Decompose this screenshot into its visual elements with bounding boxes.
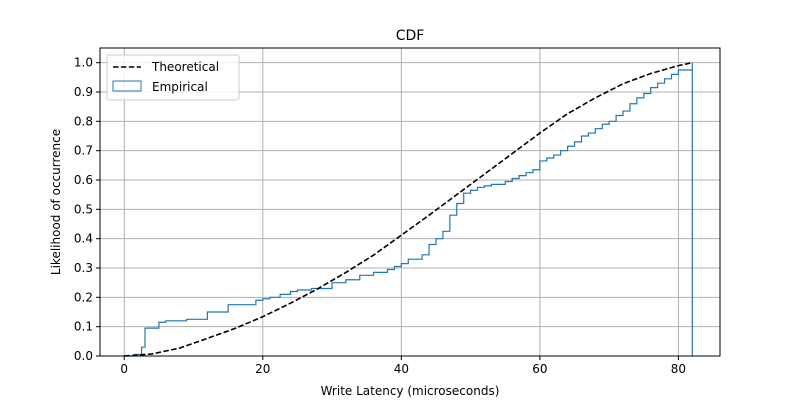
chart-title: CDF	[396, 28, 425, 44]
series-layer	[124, 61, 693, 357]
x-axis-label: Write Latency (microseconds)	[321, 384, 500, 398]
x-tick-label: 0	[120, 362, 128, 376]
x-tick-label: 80	[671, 362, 686, 376]
legend-empirical-label: Empirical	[152, 80, 208, 94]
y-tick-label: 0.7	[74, 144, 93, 158]
y-tick-label: 0.9	[74, 85, 93, 99]
y-tick-label: 0.4	[74, 232, 93, 246]
y-tick-label: 0.5	[74, 202, 93, 216]
legend-empirical-swatch	[112, 80, 142, 92]
legend-theoretical-label: Theoretical	[151, 60, 219, 74]
y-tick-label: 0.2	[74, 290, 93, 304]
y-tick-label: 0.3	[74, 261, 93, 275]
empirical-series-line	[124, 62, 693, 357]
y-axis-label: Likelihood of occurrence	[49, 129, 63, 275]
x-tick-label: 20	[255, 362, 270, 376]
axis-ticks: 0 20 40 60 80 0.0 0.1 0.2 0.3 0.4 0.5 0.6 0.7 0.8 0.9 1…	[74, 56, 686, 376]
x-tick-label: 40	[394, 362, 409, 376]
y-tick-label: 0.1	[74, 320, 93, 334]
y-tick-label: 0.8	[74, 114, 93, 128]
y-tick-label: 0.6	[74, 173, 93, 187]
y-tick-label: 1.0	[74, 56, 93, 70]
legend: Theoretical Empirical	[106, 54, 240, 101]
plot-frame	[99, 47, 721, 357]
y-tick-label: 0.0	[74, 349, 93, 363]
theoretical-series-line	[124, 61, 693, 357]
x-tick-label: 60	[532, 362, 547, 376]
